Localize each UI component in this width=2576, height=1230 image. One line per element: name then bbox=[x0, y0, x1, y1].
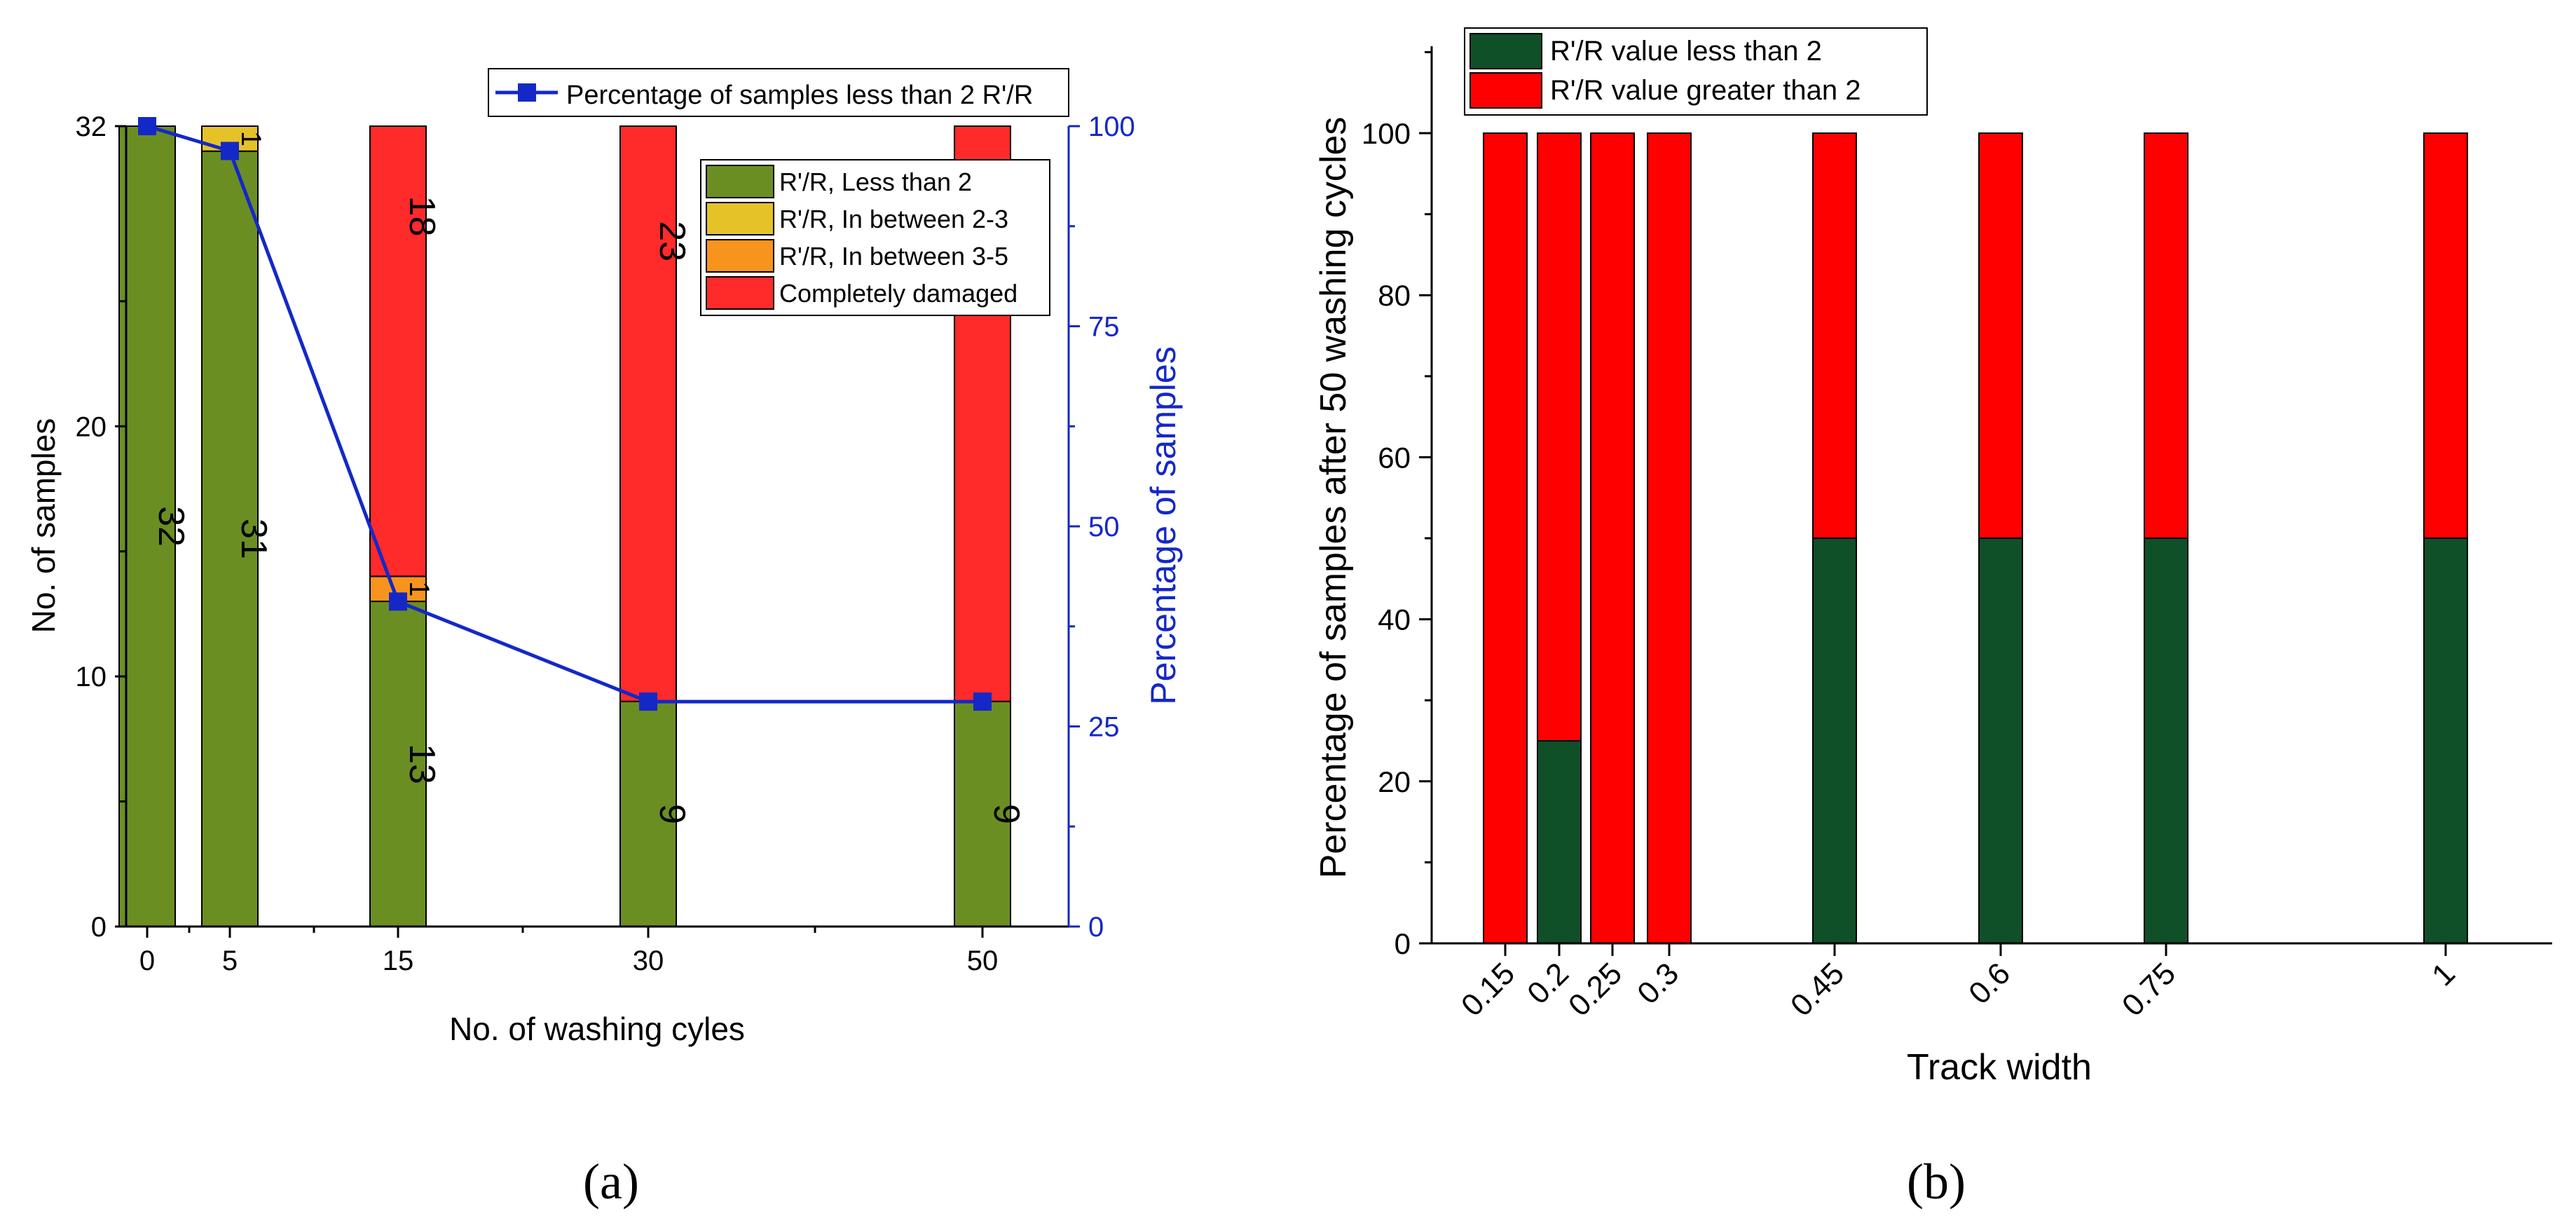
a-line-legend: Percentage of samples less than 2 R'/R bbox=[488, 68, 1069, 117]
a-x-tick-label-0: 0 bbox=[139, 945, 155, 976]
b-bar-0.6-s1 bbox=[1978, 132, 2023, 539]
b-bar-1-s0 bbox=[2423, 538, 2468, 944]
a-y2-tick-label-3: 75 bbox=[1088, 312, 1120, 343]
b-x-tick-label-0.45: 0.45 bbox=[1784, 956, 1851, 1023]
b-x-tick-label-0.3: 0.3 bbox=[1631, 956, 1685, 1011]
b-x-axis-title: Track width bbox=[1907, 1047, 2092, 1088]
b-legend-swatch-0 bbox=[1469, 33, 1542, 69]
b-bar-0.3-s1 bbox=[1647, 132, 1692, 944]
b-x-tick-label-1: 1 bbox=[2425, 956, 2462, 992]
b-y-axis-title: Percentage of samples after 50 washing c… bbox=[1313, 117, 1354, 879]
a-y-tick-label-0: 0 bbox=[91, 912, 107, 943]
a-legend-label-0: R'/R, Less than 2 bbox=[779, 168, 972, 196]
a-x-tick-label-15: 15 bbox=[383, 945, 414, 976]
panel-label-b: (b) bbox=[1907, 1154, 1966, 1210]
b-x-tick-label-0.15: 0.15 bbox=[1455, 956, 1521, 1023]
a-legend-swatch-1 bbox=[706, 202, 774, 235]
a-data-label-3: 13 bbox=[402, 744, 442, 784]
panel-label-a: (a) bbox=[583, 1154, 639, 1210]
b-bar-0.25-s1 bbox=[1590, 132, 1635, 944]
a-line-point-0 bbox=[138, 117, 156, 135]
a-legend-label-1: R'/R, In between 2-3 bbox=[779, 205, 1008, 233]
a-y-ticks-group: 0 10 20 32 bbox=[76, 111, 126, 943]
a-bar-0-s0 bbox=[118, 125, 176, 927]
b-bar-legend: R'/R value less than 2 R'/R value greater… bbox=[1464, 27, 1928, 116]
a-legend-swatch-2 bbox=[706, 239, 774, 273]
b-bar-0.75-s0 bbox=[2144, 538, 2188, 944]
a-x-tick-label-50: 50 bbox=[967, 945, 999, 976]
a-legend-label-2: R'/R, In between 3-5 bbox=[779, 242, 1008, 271]
a-y2-tick-label-1: 25 bbox=[1088, 712, 1120, 743]
b-legend-label-1: R'/R value greater than 2 bbox=[1550, 75, 1861, 106]
a-x-tick-label-30: 30 bbox=[633, 945, 664, 976]
a-bar-legend: R'/R, Less than 2 R'/R, In between 2-3 R'/… bbox=[700, 159, 1050, 316]
a-bar-15-s0 bbox=[369, 601, 427, 927]
b-bar-0.6-s0 bbox=[1978, 538, 2023, 944]
a-data-label-4: 1 bbox=[404, 581, 434, 596]
a-y2-tick-label-4: 100 bbox=[1088, 111, 1135, 142]
b-y-tick-label-1: 20 bbox=[1378, 765, 1411, 798]
b-x-tick-label-0.25: 0.25 bbox=[1562, 956, 1629, 1023]
a-line-point-5 bbox=[221, 142, 239, 160]
a-line-legend-label: Percentage of samples less than 2 R'/R bbox=[566, 81, 1033, 110]
a-data-label-6: 9 bbox=[652, 804, 692, 824]
a-line-point-15 bbox=[389, 592, 407, 611]
b-legend-label-0: R'/R value less than 2 bbox=[1550, 36, 1822, 67]
b-bar-1-s1 bbox=[2423, 132, 2468, 539]
a-y-tick-label-1: 10 bbox=[76, 662, 107, 692]
b-bar-0.45-s0 bbox=[1812, 538, 1857, 944]
b-bars-group bbox=[1483, 132, 2468, 944]
a-bar-30-s3 bbox=[619, 125, 677, 702]
b-bar-0.2-s0 bbox=[1537, 740, 1582, 944]
a-x-tick-label-5: 5 bbox=[222, 945, 238, 976]
a-line-point-50 bbox=[973, 692, 992, 711]
b-bar-0.75-s1 bbox=[2144, 132, 2188, 539]
b-y-tick-label-5: 100 bbox=[1362, 117, 1411, 150]
a-data-label-0: 32 bbox=[151, 506, 191, 547]
b-x-tick-label-0.75: 0.75 bbox=[2116, 956, 2182, 1023]
a-bars-group bbox=[118, 125, 1011, 927]
a-y-tick-label-2: 20 bbox=[76, 411, 107, 442]
a-x-ticks-group: 0 5 15 30 50 bbox=[139, 927, 998, 976]
a-y-tick-label-3: 32 bbox=[76, 111, 107, 142]
a-y2-tick-label-0: 0 bbox=[1088, 912, 1104, 943]
a-y2-axis-title: Percentage of samples bbox=[1144, 346, 1183, 704]
a-bar-15-s3 bbox=[369, 125, 427, 578]
a-y-axis-title: No. of samples bbox=[25, 418, 62, 634]
a-line-point-30 bbox=[639, 692, 657, 711]
b-bar-0.2-s1 bbox=[1537, 132, 1582, 742]
a-legend-swatch-3 bbox=[706, 276, 774, 310]
a-data-label-5: 18 bbox=[402, 196, 442, 237]
a-data-label-8: 9 bbox=[986, 804, 1027, 824]
b-x-ticks-group: 0.15 0.20.25 0.3 0.45 0.6 0.75 1 bbox=[1455, 943, 2462, 1023]
b-x-tick-label-0.6: 0.6 bbox=[1962, 956, 2017, 1011]
a-y2-tick-label-2: 50 bbox=[1088, 512, 1120, 542]
b-bar-0.15-s1 bbox=[1483, 132, 1528, 944]
a-x-axis-title: No. of washing cyles bbox=[449, 1011, 745, 1047]
a-data-label-7: 23 bbox=[652, 221, 692, 261]
b-y-tick-label-2: 40 bbox=[1378, 603, 1411, 636]
a-data-label-2: 1 bbox=[235, 131, 266, 146]
b-y-tick-label-0: 0 bbox=[1395, 927, 1411, 960]
a-line-series-group bbox=[138, 117, 992, 711]
a-data-label-1: 31 bbox=[233, 519, 274, 559]
a-legend-swatch-0 bbox=[706, 165, 774, 198]
a-legend-label-3: Completely damaged bbox=[779, 279, 1018, 308]
b-bar-0.45-s1 bbox=[1812, 132, 1857, 539]
b-y-tick-label-3: 60 bbox=[1378, 441, 1411, 474]
a-bar-5-s0 bbox=[201, 150, 259, 927]
b-y-tick-label-4: 80 bbox=[1378, 279, 1411, 312]
b-y-ticks-group: 0 20 40 60 80 100 bbox=[1362, 50, 1432, 960]
a-y2-ticks-group: 0 25 50 75 100 bbox=[1069, 111, 1135, 943]
b-legend-swatch-1 bbox=[1469, 72, 1542, 109]
